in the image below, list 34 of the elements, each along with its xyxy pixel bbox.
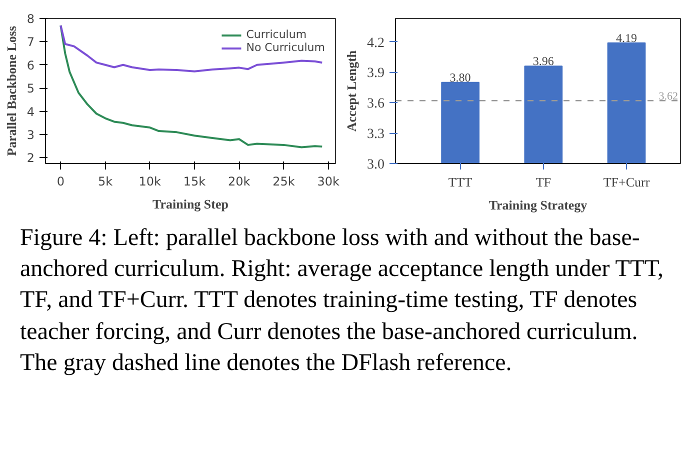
x-axis-title: Training Step bbox=[152, 196, 228, 212]
x-tick-label: TF bbox=[536, 174, 551, 190]
y-tick-label: 3 bbox=[26, 128, 35, 142]
y-tick-label: 5 bbox=[26, 82, 35, 96]
caption: Figure 4: Left: parallel backbone loss with and without the base-anchored curriculum. Right: average acceptance length under TTT, TF, and TF+Curr. TTT denotes training-time testing, TF denotes teacher forcing, and Curr denotes the base-anchored curriculum. The gray dashed line denotes the DFlash reference. bbox=[20, 224, 664, 378]
x-tick-label: 10k bbox=[138, 174, 162, 188]
x-tick-label: 25k bbox=[272, 174, 295, 188]
x-tick-label: 5k bbox=[98, 174, 113, 188]
x-tick-label: 0 bbox=[56, 174, 64, 188]
y-tick-label: 6 bbox=[26, 58, 35, 72]
x-tick-label: TF+Curr bbox=[603, 174, 650, 190]
y-tick-label: 3.0 bbox=[367, 158, 384, 172]
ref-line-label: 3.62 bbox=[658, 90, 678, 103]
y-tick-label: 3.3 bbox=[367, 127, 384, 142]
y-tick-label: 4 bbox=[26, 104, 35, 119]
x-tick-label: 30k bbox=[317, 174, 340, 188]
data-label: 3.96 bbox=[532, 54, 554, 68]
line-series bbox=[60, 24, 324, 72]
x-tick-label: 15k bbox=[183, 174, 206, 188]
y-tick-label: 8 bbox=[26, 12, 35, 26]
legend-label: No Curriculum bbox=[246, 41, 325, 54]
y-axis-title: Accept Length bbox=[344, 50, 359, 132]
y-tick-label: 7 bbox=[26, 35, 35, 50]
y-axis-title: Parallel Backbone Loss bbox=[4, 26, 19, 156]
data-label: 4.19 bbox=[616, 30, 637, 45]
data-label: 3.80 bbox=[450, 70, 471, 84]
x-tick-label: TTT bbox=[448, 174, 472, 190]
y-tick-label: 3.6 bbox=[367, 96, 384, 112]
legend-label: Curriculum bbox=[246, 28, 307, 41]
x-axis-title: Training Strategy bbox=[488, 198, 588, 212]
x-tick-label: 20k bbox=[228, 174, 250, 188]
y-tick-label: 3.9 bbox=[367, 66, 384, 82]
y-tick-label: 2 bbox=[26, 151, 35, 166]
y-tick-label: 4.2 bbox=[367, 36, 384, 51]
